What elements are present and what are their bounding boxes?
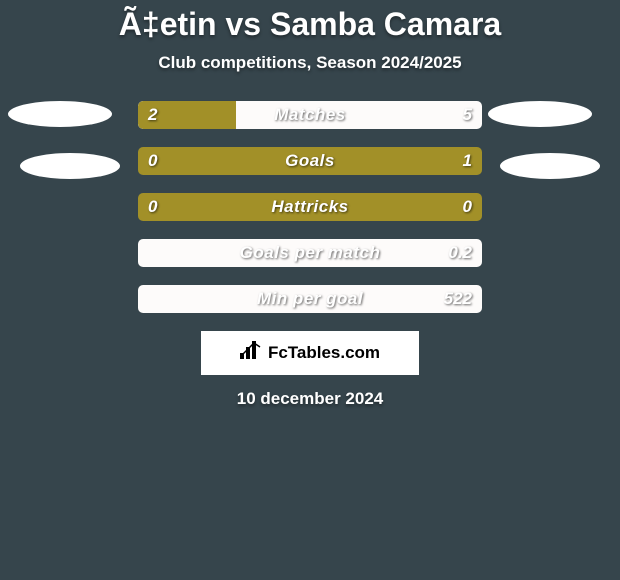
brand-text: FcTables.com [268, 343, 380, 363]
page-title: Ã‡etin vs Samba Camara [0, 0, 620, 43]
player-right-ellipse-1 [488, 101, 592, 127]
stat-value-right: 5 [463, 101, 472, 129]
player-left-ellipse-1 [8, 101, 112, 127]
comparison-content: Matches25Goals01Hattricks00Goals per mat… [0, 101, 620, 409]
date-line: 10 december 2024 [0, 389, 620, 409]
stat-label: Hattricks [138, 193, 482, 221]
player-left-ellipse-2 [20, 153, 120, 179]
stat-value-left: 2 [148, 101, 157, 129]
stat-value-right: 1 [463, 147, 472, 175]
brand-box: FcTables.com [201, 331, 419, 375]
stat-row: Goals per match0.2 [138, 239, 482, 267]
stat-label: Goals per match [138, 239, 482, 267]
stat-row: Min per goal522 [138, 285, 482, 313]
stat-value-left: 0 [148, 147, 157, 175]
stat-value-left: 0 [148, 193, 157, 221]
stat-label: Goals [138, 147, 482, 175]
player-right-ellipse-2 [500, 153, 600, 179]
stat-row: Hattricks0 0 [138, 193, 482, 221]
stat-label: Matches [138, 101, 482, 129]
stat-value-right: 522 [444, 285, 472, 313]
stat-value-right: 0.2 [448, 239, 472, 267]
stat-row: Matches2 5 [138, 101, 482, 129]
bar-chart-icon [240, 341, 262, 366]
stat-rows: Matches25Goals01Hattricks00Goals per mat… [138, 101, 482, 313]
page-subtitle: Club competitions, Season 2024/2025 [0, 53, 620, 73]
stat-row: Goals0 1 [138, 147, 482, 175]
stat-value-right: 0 [463, 193, 472, 221]
stat-label: Min per goal [138, 285, 482, 313]
